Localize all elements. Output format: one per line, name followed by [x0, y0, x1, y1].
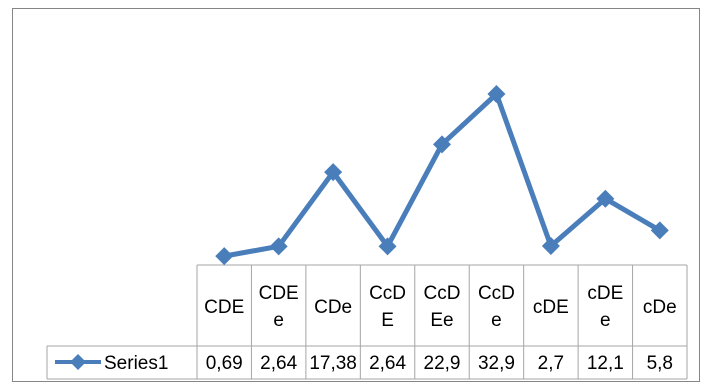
- category-label-line: CcD: [424, 283, 461, 304]
- data-point: [433, 135, 451, 154]
- data-value-label: 17,38: [309, 353, 357, 374]
- category-label: CDE e: [259, 283, 299, 331]
- category-label: cDE: [533, 297, 569, 318]
- category-label: cDE e: [587, 283, 623, 331]
- category-label: CcD e: [478, 283, 515, 331]
- category-label: CDE: [204, 297, 244, 318]
- category-label-line: E: [381, 310, 394, 331]
- category-label-line: CcD: [478, 283, 515, 304]
- legend-key: [55, 354, 101, 370]
- category-label-line: CDE: [259, 283, 299, 304]
- category-label-line: CDe: [314, 297, 352, 318]
- category-label-line: cDE: [533, 297, 569, 318]
- data-value-label: 2,64: [369, 353, 406, 374]
- category-label-line: CcD: [369, 283, 406, 304]
- data-point: [650, 221, 669, 240]
- legend-series-name: Series1: [104, 353, 168, 374]
- data-value-label: 0,69: [206, 353, 243, 374]
- category-label-line: e: [273, 310, 284, 331]
- data-point: [324, 163, 343, 182]
- data-point: [541, 237, 560, 256]
- category-label: CDe: [314, 297, 352, 318]
- data-table: CDE CDE e CDe CcD E CcD Ee CcD e cDE cDE e cDe 0,69 2,6…: [46, 264, 688, 380]
- chart-border: [12, 8, 700, 382]
- data-value-label: 2,7: [538, 353, 564, 374]
- data-point: [378, 237, 397, 256]
- data-point: [215, 247, 234, 266]
- data-point: [596, 189, 615, 208]
- category-label-line: cDe: [643, 297, 677, 318]
- data-value-label: 32,9: [478, 353, 515, 374]
- data-point: [487, 85, 506, 104]
- category-label-line: Ee: [430, 310, 453, 331]
- category-label: CcD Ee: [424, 283, 461, 331]
- category-label: CcD E: [369, 283, 406, 331]
- category-label-line: e: [600, 310, 611, 331]
- data-point: [269, 237, 288, 256]
- category-label-line: e: [491, 310, 502, 331]
- data-value-label: 5,8: [647, 353, 673, 374]
- category-label: cDe: [643, 297, 677, 318]
- category-label-line: CDE: [204, 297, 244, 318]
- data-value-label: 12,1: [587, 353, 624, 374]
- data-value-label: 22,9: [424, 353, 461, 374]
- data-markers: [215, 85, 669, 266]
- category-label-line: cDE: [587, 283, 623, 304]
- data-value-label: 2,64: [260, 353, 297, 374]
